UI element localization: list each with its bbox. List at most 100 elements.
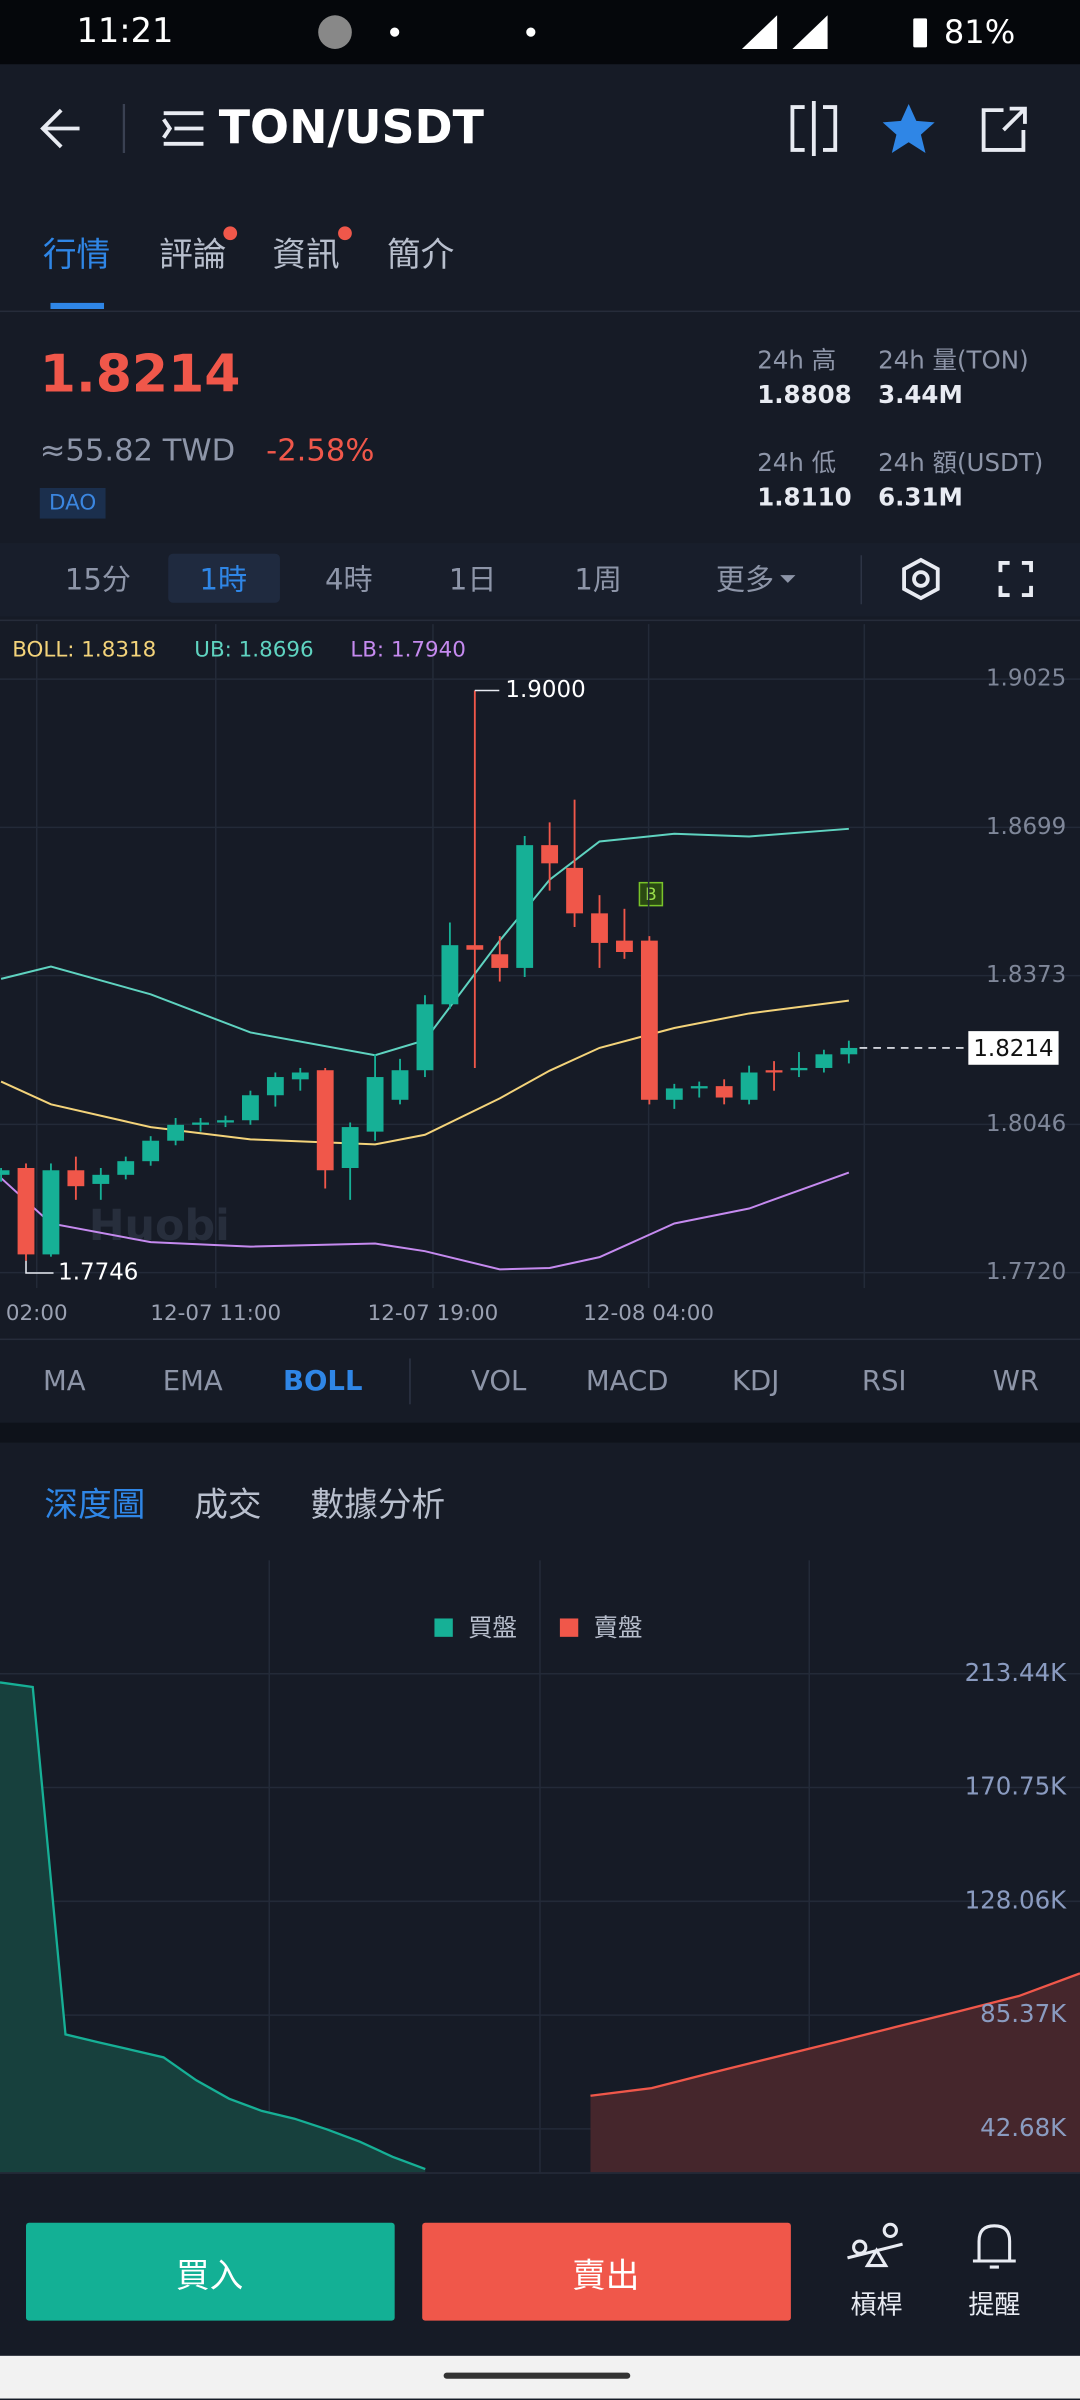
last-price-tag xyxy=(968,1031,1059,1065)
interval[interactable]: 更多 xyxy=(715,563,775,598)
y-tick-label: 42.68K xyxy=(980,2113,1067,2142)
settings-icon[interactable] xyxy=(902,557,940,601)
signal-icon xyxy=(741,15,778,49)
candle-body xyxy=(242,1095,259,1121)
compare-icon[interactable] xyxy=(790,100,838,157)
candle-body xyxy=(840,1047,858,1055)
stat-value: 3.44M xyxy=(878,380,963,410)
tab[interactable]: 評論 xyxy=(159,237,227,276)
indicator-tab[interactable]: KDJ xyxy=(731,1365,780,1398)
indicator-tab[interactable]: WR xyxy=(992,1365,1039,1398)
buy-button[interactable] xyxy=(26,2222,395,2321)
tab[interactable]: 簡介 xyxy=(387,237,455,276)
candle-body xyxy=(441,945,459,1005)
y-tick-label: 170.75K xyxy=(965,1772,1068,1801)
candle-body xyxy=(541,845,559,864)
status-bar xyxy=(0,0,1080,65)
interval-selected-bg xyxy=(168,553,280,603)
candle-body xyxy=(640,940,658,1100)
trade-marker: B xyxy=(645,884,657,904)
candle-body xyxy=(42,1170,60,1255)
indicator-value: UB: 1.8696 xyxy=(194,637,314,663)
candle-body xyxy=(316,1070,334,1171)
depth-tab[interactable]: 深度圖 xyxy=(44,1486,146,1526)
share-icon[interactable] xyxy=(981,106,1027,152)
signal-icon xyxy=(792,15,828,49)
tab[interactable]: 行情 xyxy=(42,237,111,276)
candle-body xyxy=(366,1077,384,1132)
section-gap xyxy=(0,1422,1080,1443)
y-tick-label: 1.8046 xyxy=(986,1111,1066,1137)
indicator-tab[interactable]: MACD xyxy=(585,1365,669,1398)
candle-body xyxy=(341,1127,359,1168)
indicator-tab[interactable]: MA xyxy=(42,1365,86,1398)
pair-list-icon[interactable] xyxy=(162,111,204,146)
candle-body xyxy=(690,1086,708,1089)
interval[interactable]: 1日 xyxy=(448,563,497,598)
interval[interactable]: 4時 xyxy=(325,563,373,598)
depth-tab[interactable]: 數據分析 xyxy=(310,1486,446,1526)
buy-label: 買入 xyxy=(175,2257,244,2297)
y-tick-label: 1.8699 xyxy=(986,814,1066,840)
stat-label: 24h 低 xyxy=(757,448,837,478)
sell-label: 賣出 xyxy=(572,2257,640,2297)
tab[interactable]: 資訊 xyxy=(272,237,340,276)
divider xyxy=(0,619,1080,622)
leverage-icon[interactable] xyxy=(852,2239,868,2255)
leverage-icon xyxy=(847,2242,903,2268)
last-price: 1.8214 xyxy=(39,344,241,406)
indicator-value: BOLL: 1.8318 xyxy=(12,637,157,663)
indicator-tab[interactable]: EMA xyxy=(162,1365,223,1398)
leverage-label[interactable]: 槓桿 xyxy=(850,2290,903,2322)
y-tick-label: 1.7720 xyxy=(986,1259,1066,1285)
candle-body xyxy=(0,1170,10,1175)
candle-body xyxy=(192,1122,209,1125)
low-marker-line xyxy=(25,1260,54,1274)
interval[interactable]: 15分 xyxy=(64,563,131,598)
indicator-line xyxy=(0,827,849,1057)
legend-swatch xyxy=(434,1618,453,1637)
candle-body xyxy=(790,1067,808,1071)
interval[interactable]: 1時 xyxy=(199,563,248,598)
leverage-icon[interactable] xyxy=(882,2222,898,2239)
candle-body xyxy=(765,1070,783,1073)
alert-label[interactable]: 提醒 xyxy=(968,2290,1021,2322)
candle-body xyxy=(616,940,633,953)
back-button[interactable] xyxy=(40,108,80,149)
y-tick-label: 213.44K xyxy=(965,1658,1068,1687)
status-time: 11:21 xyxy=(76,13,174,52)
indicator-value: LB: 1.7940 xyxy=(350,637,466,663)
candle-body xyxy=(117,1161,135,1175)
status-icon xyxy=(318,15,352,49)
indicator-tab[interactable]: RSI xyxy=(861,1365,907,1398)
indicator-tab[interactable]: BOLL xyxy=(283,1365,363,1398)
indicator-line xyxy=(0,1171,850,1271)
alert-icon[interactable] xyxy=(972,2224,1016,2269)
project-tag: DAO xyxy=(39,487,106,519)
pair-title: TON/USDT xyxy=(218,101,484,156)
y-tick-label: 1.9025 xyxy=(986,666,1066,692)
low-marker-label: 1.7746 xyxy=(58,1260,138,1286)
interval-icons xyxy=(780,555,1033,605)
indicator-tab[interactable]: VOL xyxy=(471,1365,527,1398)
badge-dot xyxy=(223,226,238,241)
candle-body xyxy=(142,1140,160,1162)
fullscreen-icon[interactable] xyxy=(998,561,1033,597)
home-handle[interactable] xyxy=(443,2372,631,2379)
sell-button[interactable] xyxy=(422,2222,791,2321)
legend-swatch xyxy=(559,1618,579,1637)
stat-value: 6.31M xyxy=(878,482,963,512)
depth-area xyxy=(0,1682,426,2243)
tab-underline xyxy=(50,302,105,310)
fiat-price: ≈55.82 TWD xyxy=(39,431,236,469)
trade-marker-box xyxy=(638,881,664,907)
interval[interactable]: 1周 xyxy=(574,563,622,598)
candle-body xyxy=(665,1088,683,1100)
status-icon xyxy=(390,27,400,37)
candle-body xyxy=(266,1077,284,1096)
candle-body xyxy=(217,1120,234,1123)
last-price-label: 1.8214 xyxy=(973,1036,1053,1062)
y-tick-label: 128.06K xyxy=(965,1885,1068,1914)
depth-tab[interactable]: 成交 xyxy=(194,1486,262,1526)
favorite-star[interactable] xyxy=(882,104,935,153)
